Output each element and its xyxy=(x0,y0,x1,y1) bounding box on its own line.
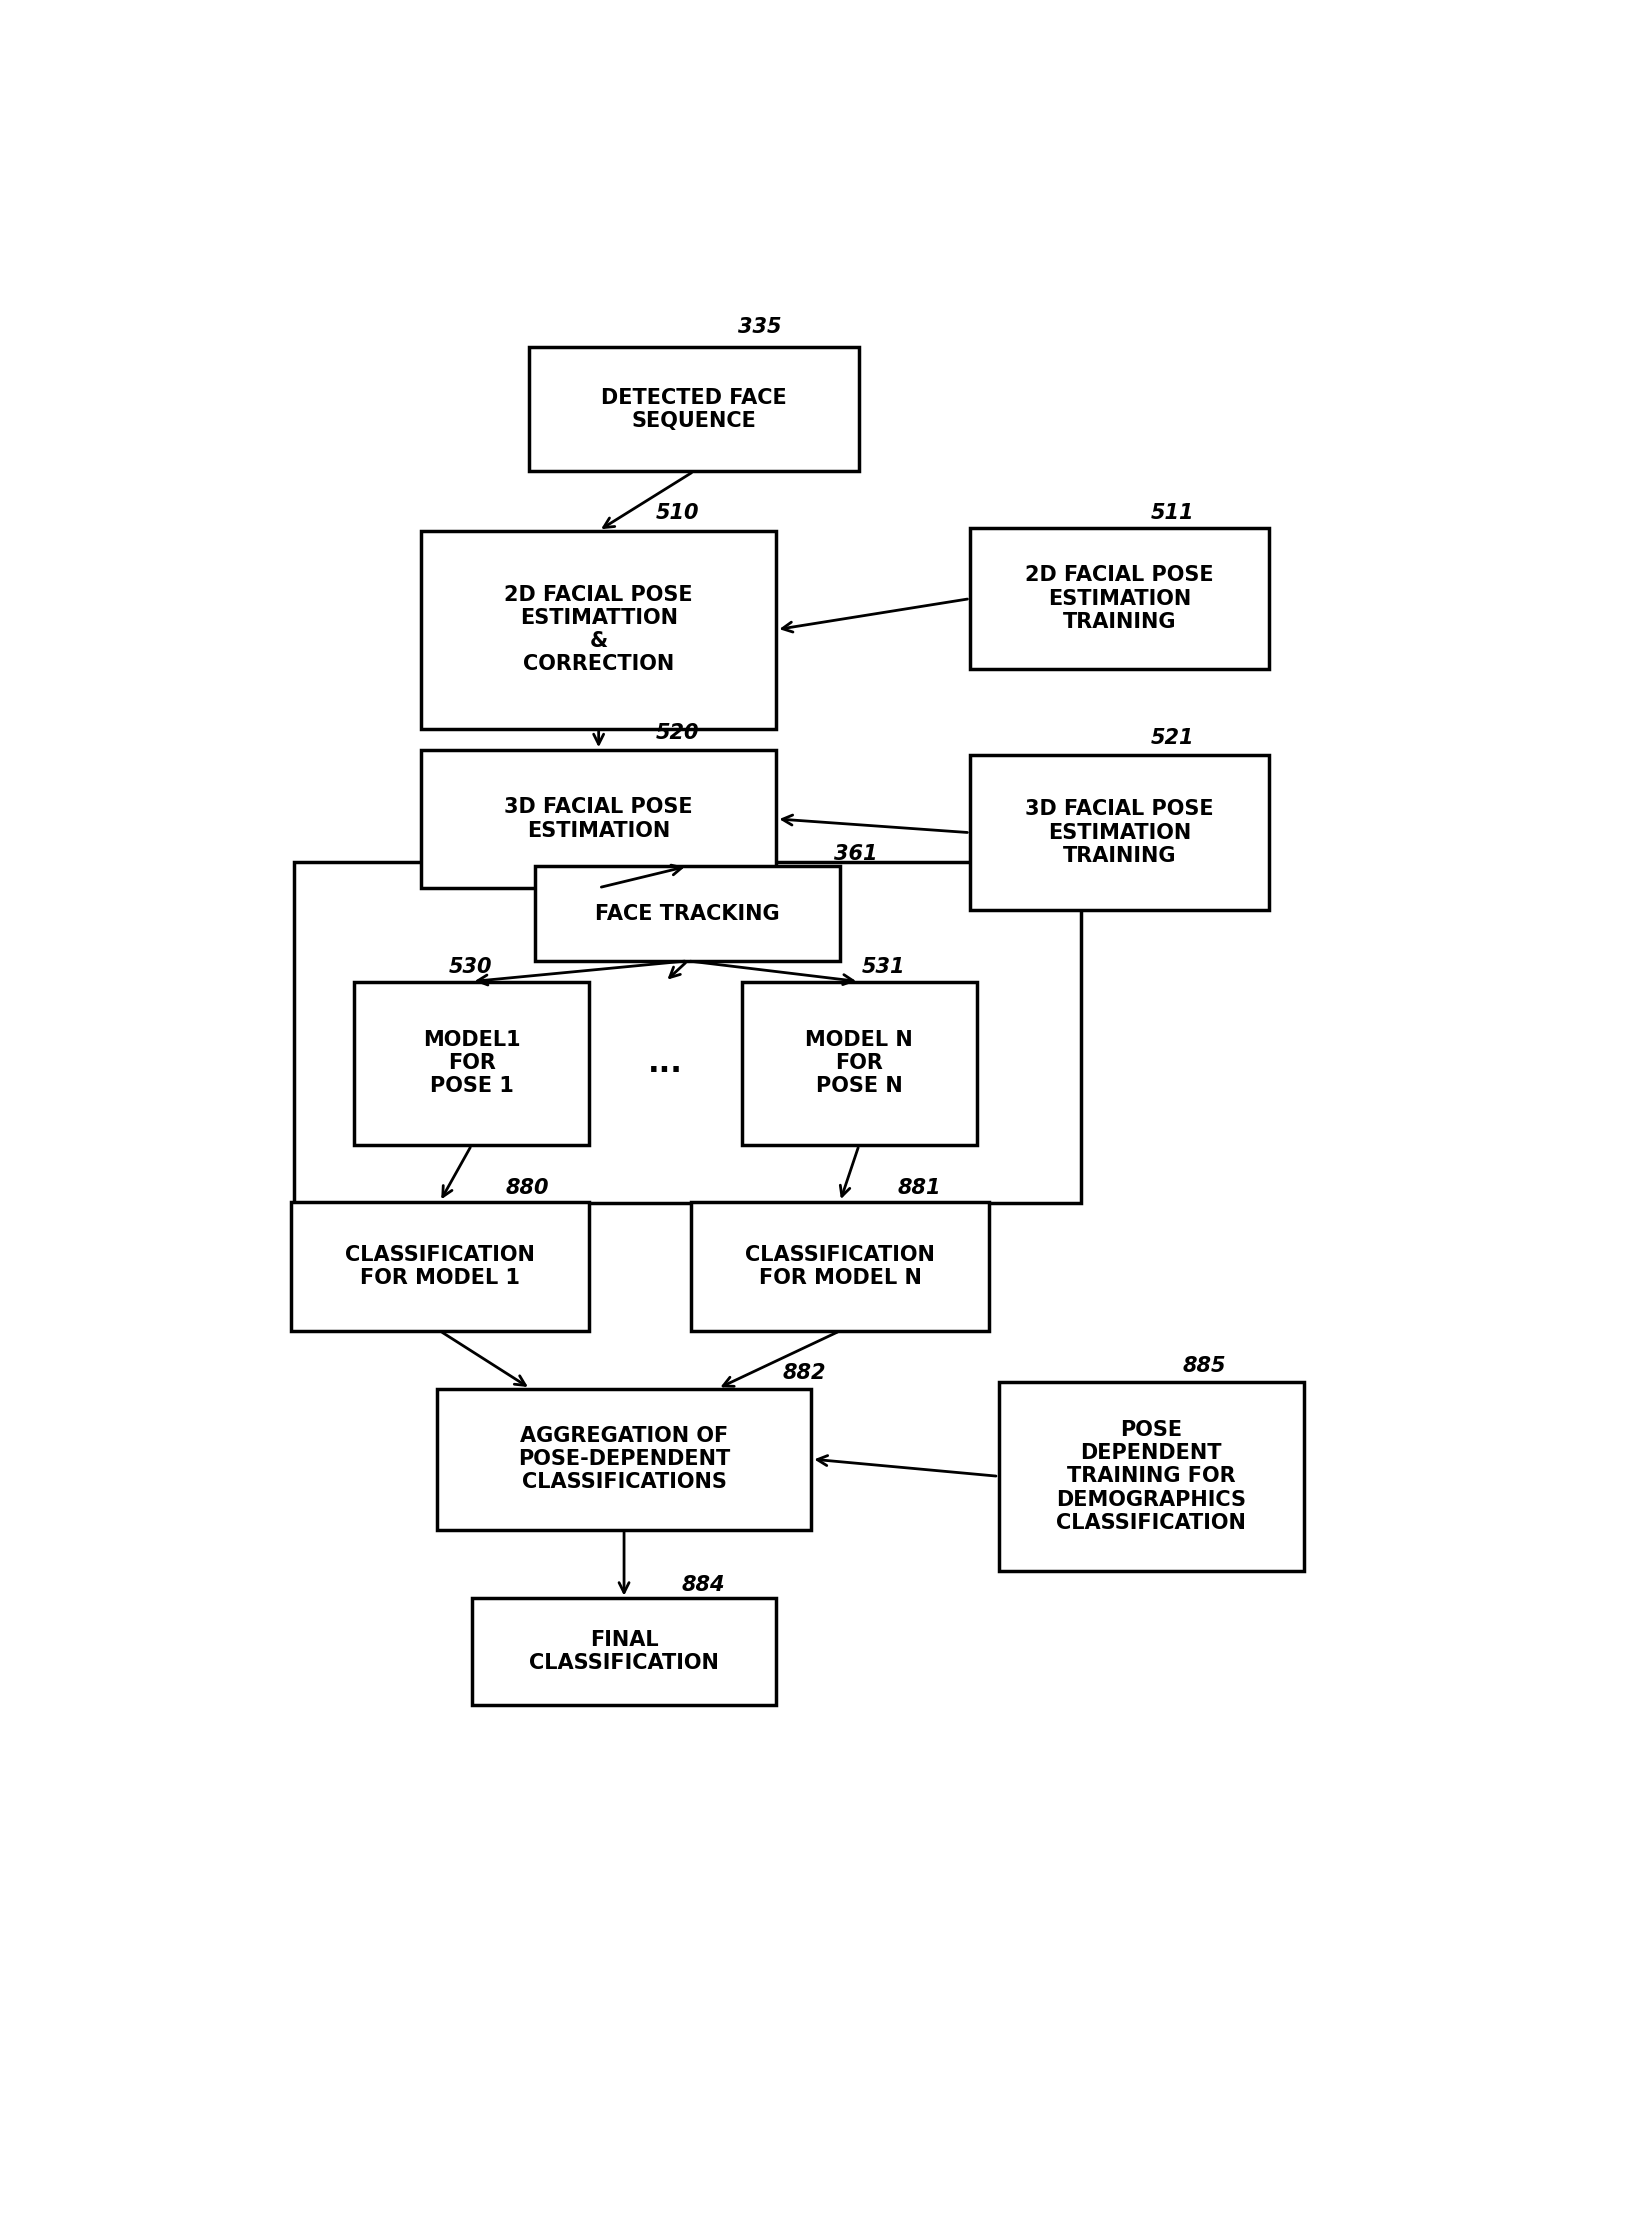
FancyBboxPatch shape xyxy=(690,1202,990,1330)
FancyBboxPatch shape xyxy=(970,527,1269,668)
Text: 361: 361 xyxy=(834,843,877,863)
FancyBboxPatch shape xyxy=(354,981,588,1144)
FancyBboxPatch shape xyxy=(741,981,977,1144)
Text: MODEL1
FOR
POSE 1: MODEL1 FOR POSE 1 xyxy=(423,1030,521,1097)
Text: FACE TRACKING: FACE TRACKING xyxy=(595,903,780,923)
Text: 521: 521 xyxy=(1151,729,1195,749)
FancyBboxPatch shape xyxy=(421,751,777,887)
Text: 510: 510 xyxy=(656,503,700,523)
FancyBboxPatch shape xyxy=(998,1381,1303,1571)
Text: 3D FACIAL POSE
ESTIMATION
TRAINING: 3D FACIAL POSE ESTIMATION TRAINING xyxy=(1024,800,1214,865)
Text: 530: 530 xyxy=(449,957,492,977)
Text: 3D FACIAL POSE
ESTIMATION: 3D FACIAL POSE ESTIMATION xyxy=(505,798,693,840)
Text: 2D FACIAL POSE
ESTIMATTION
&
CORRECTION: 2D FACIAL POSE ESTIMATTION & CORRECTION xyxy=(505,586,693,675)
Text: FINAL
CLASSIFICATION: FINAL CLASSIFICATION xyxy=(529,1629,720,1674)
FancyBboxPatch shape xyxy=(421,530,777,729)
Text: 2D FACIAL POSE
ESTIMATION
TRAINING: 2D FACIAL POSE ESTIMATION TRAINING xyxy=(1024,565,1214,633)
Text: 885: 885 xyxy=(1183,1357,1226,1377)
FancyBboxPatch shape xyxy=(529,346,859,472)
Text: 520: 520 xyxy=(656,724,700,744)
FancyBboxPatch shape xyxy=(472,1598,777,1705)
Text: 335: 335 xyxy=(738,317,782,337)
FancyBboxPatch shape xyxy=(293,863,1082,1202)
Text: 880: 880 xyxy=(506,1178,549,1198)
Text: CLASSIFICATION
FOR MODEL 1: CLASSIFICATION FOR MODEL 1 xyxy=(344,1245,534,1287)
Text: ...: ... xyxy=(647,1048,683,1077)
Text: 531: 531 xyxy=(862,957,905,977)
Text: 882: 882 xyxy=(783,1363,826,1383)
FancyBboxPatch shape xyxy=(970,755,1269,910)
Text: 884: 884 xyxy=(682,1576,724,1596)
Text: MODEL N
FOR
POSE N: MODEL N FOR POSE N xyxy=(805,1030,913,1097)
FancyBboxPatch shape xyxy=(534,867,841,961)
FancyBboxPatch shape xyxy=(290,1202,588,1330)
FancyBboxPatch shape xyxy=(436,1388,811,1529)
Text: POSE
DEPENDENT
TRAINING FOR
DEMOGRAPHICS
CLASSIFICATION: POSE DEPENDENT TRAINING FOR DEMOGRAPHICS… xyxy=(1056,1419,1246,1533)
Text: 881: 881 xyxy=(897,1178,941,1198)
Text: AGGREGATION OF
POSE-DEPENDENT
CLASSIFICATIONS: AGGREGATION OF POSE-DEPENDENT CLASSIFICA… xyxy=(518,1426,729,1493)
Text: CLASSIFICATION
FOR MODEL N: CLASSIFICATION FOR MODEL N xyxy=(746,1245,934,1287)
Text: 511: 511 xyxy=(1151,503,1195,523)
Text: DETECTED FACE
SEQUENCE: DETECTED FACE SEQUENCE xyxy=(602,387,787,431)
